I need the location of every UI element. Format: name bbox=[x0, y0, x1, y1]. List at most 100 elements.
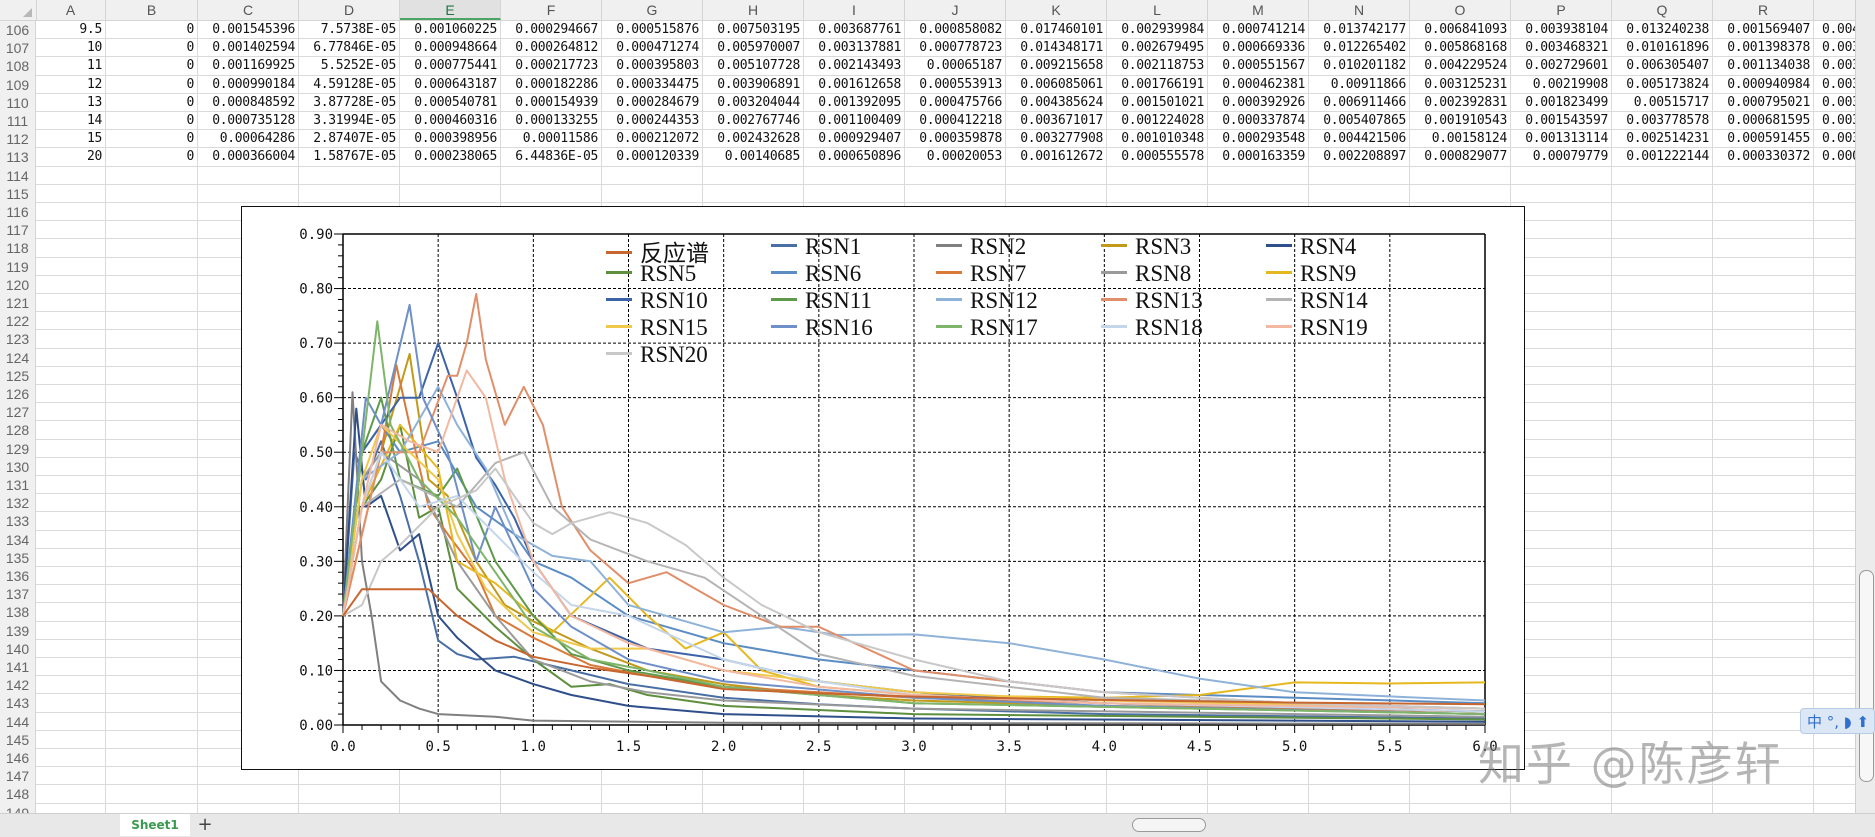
cell[interactable]: 0.000553913 bbox=[919, 76, 1002, 92]
cell[interactable]: 0.005107728 bbox=[717, 58, 800, 74]
legend-item[interactable]: RSN15 bbox=[606, 315, 708, 341]
cell[interactable]: 0 bbox=[186, 58, 194, 74]
row-header[interactable]: 130 bbox=[0, 457, 36, 476]
row-header[interactable]: 124 bbox=[0, 348, 36, 367]
cell[interactable]: 0.00158124 bbox=[1431, 131, 1508, 147]
cell[interactable]: 0.004421506 bbox=[1323, 131, 1406, 147]
cell[interactable]: 0.006911466 bbox=[1323, 94, 1406, 110]
legend-item[interactable]: RSN8 bbox=[1101, 261, 1191, 287]
cell[interactable]: 0.000948664 bbox=[414, 40, 497, 56]
row-header[interactable]: 144 bbox=[0, 712, 36, 731]
cell[interactable]: 12 bbox=[86, 76, 102, 92]
column-header-b[interactable]: B bbox=[106, 0, 198, 20]
legend-item[interactable]: RSN13 bbox=[1101, 288, 1203, 314]
cell[interactable]: 0.000398956 bbox=[414, 131, 497, 147]
cell[interactable]: 0.000735128 bbox=[212, 113, 295, 128]
cell[interactable]: 0.001224028 bbox=[1121, 113, 1204, 128]
row-header[interactable]: 106 bbox=[0, 21, 36, 40]
cell[interactable]: 0.000540781 bbox=[414, 94, 497, 110]
cell[interactable]: 6.44836E-05 bbox=[515, 149, 598, 165]
cell[interactable]: 0.002143493 bbox=[818, 58, 901, 74]
cell[interactable]: 0.001313114 bbox=[1525, 131, 1608, 147]
cell[interactable]: 15 bbox=[86, 131, 102, 147]
row-header[interactable]: 121 bbox=[0, 294, 36, 313]
row-header[interactable]: 111 bbox=[0, 112, 36, 131]
cell[interactable]: 11 bbox=[86, 58, 102, 74]
row-header[interactable]: 107 bbox=[0, 39, 36, 58]
legend-item[interactable]: RSN7 bbox=[936, 261, 1026, 287]
cell[interactable]: 0.010161896 bbox=[1626, 40, 1709, 56]
cell[interactable]: 0.006085061 bbox=[1020, 76, 1103, 92]
cell[interactable]: 0.000212072 bbox=[616, 131, 699, 147]
cell[interactable]: 0.002432628 bbox=[717, 131, 800, 147]
cell[interactable]: 0 bbox=[186, 94, 194, 110]
column-header-q[interactable]: Q bbox=[1612, 0, 1713, 20]
legend-item[interactable]: RSN9 bbox=[1266, 261, 1356, 287]
column-header-g[interactable]: G bbox=[602, 0, 703, 20]
cell[interactable]: 0.000264812 bbox=[515, 40, 598, 56]
cell[interactable]: 0.000330372 bbox=[1727, 149, 1810, 165]
cell[interactable]: 0.014348171 bbox=[1020, 40, 1103, 56]
cell[interactable]: 0.006305407 bbox=[1626, 58, 1709, 74]
cell[interactable]: 0.003 bbox=[1822, 76, 1855, 92]
cell[interactable]: 0.003125231 bbox=[1424, 76, 1507, 92]
cell[interactable]: 1.58767E-05 bbox=[313, 149, 396, 165]
cell[interactable]: 0.000395803 bbox=[616, 58, 699, 74]
row-header[interactable]: 113 bbox=[0, 148, 36, 167]
vertical-scrollbar[interactable] bbox=[1855, 0, 1875, 813]
cell[interactable]: 0.000591455 bbox=[1727, 131, 1810, 147]
cell[interactable]: 0.001501021 bbox=[1121, 94, 1204, 110]
cell[interactable]: 0.002939984 bbox=[1121, 22, 1204, 37]
column-header-n[interactable]: N bbox=[1309, 0, 1410, 20]
row-header[interactable]: 140 bbox=[0, 639, 36, 658]
row-header[interactable]: 123 bbox=[0, 330, 36, 349]
vertical-scroll-thumb[interactable] bbox=[1859, 570, 1874, 782]
cell[interactable]: 0.00065187 bbox=[926, 58, 1003, 74]
row-header[interactable]: 126 bbox=[0, 385, 36, 404]
row-header[interactable]: 108 bbox=[0, 57, 36, 76]
column-header-r[interactable]: R bbox=[1713, 0, 1814, 20]
cell[interactable]: 0.000929407 bbox=[818, 131, 901, 147]
cell[interactable]: 0.005173824 bbox=[1626, 76, 1709, 92]
row-header[interactable]: 136 bbox=[0, 567, 36, 586]
cell[interactable]: 0.00011586 bbox=[522, 131, 599, 147]
cell[interactable]: 0.000848592 bbox=[212, 94, 295, 110]
add-sheet-button[interactable]: + bbox=[197, 814, 213, 835]
select-all-button[interactable] bbox=[0, 0, 37, 20]
legend-item[interactable]: RSN4 bbox=[1266, 234, 1356, 260]
cell[interactable]: 2.87407E-05 bbox=[313, 131, 396, 147]
column-header-m[interactable]: M bbox=[1208, 0, 1309, 20]
cell[interactable]: 0.003906891 bbox=[717, 76, 800, 92]
cell[interactable]: 0.001910543 bbox=[1424, 113, 1507, 128]
legend-item[interactable]: RSN10 bbox=[606, 288, 708, 314]
cell[interactable]: 0.001612658 bbox=[818, 76, 901, 92]
cell[interactable]: 0.000940984 bbox=[1727, 76, 1810, 92]
row-header[interactable]: 148 bbox=[0, 785, 36, 804]
cell[interactable]: 0.009215658 bbox=[1020, 58, 1103, 74]
response-spectrum-chart[interactable]: 0.00 0.10 0.20 0.30 0.40 0.50 0.60 0.70 0.80 0.90… bbox=[241, 206, 1525, 770]
row-header[interactable]: 127 bbox=[0, 403, 36, 422]
cell[interactable]: 0.001402594 bbox=[212, 40, 295, 56]
cell[interactable]: 6.77846E-05 bbox=[313, 40, 396, 56]
cell[interactable]: 0.000244353 bbox=[616, 113, 699, 128]
cell[interactable]: 0 bbox=[186, 76, 194, 92]
cell[interactable]: 0.000133255 bbox=[515, 113, 598, 128]
column-header-a[interactable]: A bbox=[36, 0, 106, 20]
cell[interactable]: 0.000858082 bbox=[919, 22, 1002, 37]
row-header[interactable]: 122 bbox=[0, 312, 36, 331]
column-header-p[interactable]: P bbox=[1511, 0, 1612, 20]
cell[interactable]: 0.000462381 bbox=[1222, 76, 1305, 92]
row-header[interactable]: 147 bbox=[0, 767, 36, 786]
column-header-l[interactable]: L bbox=[1107, 0, 1208, 20]
cell[interactable]: 0.000551567 bbox=[1222, 58, 1305, 74]
cell[interactable]: 0.002514231 bbox=[1626, 131, 1709, 147]
cell[interactable]: 0.000238065 bbox=[414, 149, 497, 165]
cell[interactable]: 0.000681595 bbox=[1727, 113, 1810, 128]
cell[interactable]: 0.003 bbox=[1822, 131, 1855, 147]
cell[interactable]: 4.59128E-05 bbox=[313, 76, 396, 92]
cell[interactable]: 0.002729601 bbox=[1525, 58, 1608, 74]
cell[interactable]: 0.006841093 bbox=[1424, 22, 1507, 37]
cell[interactable]: 0.000337874 bbox=[1222, 113, 1305, 128]
row-header[interactable]: 117 bbox=[0, 221, 36, 240]
cell[interactable]: 0.001100409 bbox=[818, 113, 901, 128]
